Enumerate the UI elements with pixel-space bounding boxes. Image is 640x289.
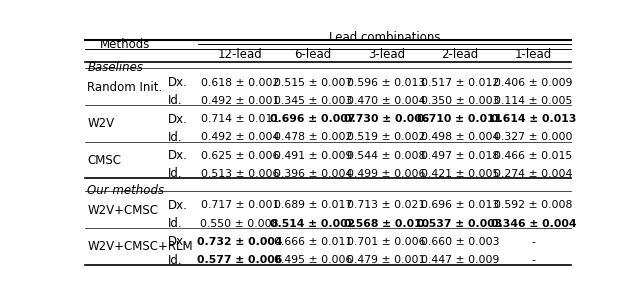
Text: 0.345 ± 0.003: 0.345 ± 0.003	[274, 96, 352, 106]
Text: Id.: Id.	[168, 131, 183, 144]
Text: -: -	[531, 237, 535, 247]
Text: 0.550 ± 0.008: 0.550 ± 0.008	[200, 219, 279, 229]
Text: 0.568 ± 0.010: 0.568 ± 0.010	[344, 219, 429, 229]
Text: 0.513 ± 0.006: 0.513 ± 0.006	[200, 169, 279, 179]
Text: Dx.: Dx.	[168, 76, 188, 89]
Text: 0.327 ± 0.000: 0.327 ± 0.000	[494, 132, 573, 142]
Text: 0.478 ± 0.002: 0.478 ± 0.002	[274, 132, 352, 142]
Text: 0.491 ± 0.009: 0.491 ± 0.009	[274, 151, 352, 161]
Text: W2V+CMSC: W2V+CMSC	[88, 203, 159, 216]
Text: Random Init.: Random Init.	[88, 81, 163, 94]
Text: 0.625 ± 0.006: 0.625 ± 0.006	[200, 151, 279, 161]
Text: 0.514 ± 0.002: 0.514 ± 0.002	[271, 219, 356, 229]
Text: 0.618 ± 0.002: 0.618 ± 0.002	[200, 78, 279, 88]
Text: 0.479 ± 0.001: 0.479 ± 0.001	[348, 255, 426, 265]
Text: 0.660 ± 0.003: 0.660 ± 0.003	[420, 237, 499, 247]
Text: 0.614 ± 0.013: 0.614 ± 0.013	[491, 114, 576, 124]
Text: 0.696 ± 0.013: 0.696 ± 0.013	[421, 201, 499, 210]
Text: 0.710 ± 0.011: 0.710 ± 0.011	[417, 114, 502, 124]
Text: Baselines: Baselines	[88, 61, 143, 74]
Text: 0.497 ± 0.018: 0.497 ± 0.018	[421, 151, 499, 161]
Text: 0.274 ± 0.004: 0.274 ± 0.004	[494, 169, 573, 179]
Text: Dx.: Dx.	[168, 236, 188, 249]
Text: 0.517 ± 0.012: 0.517 ± 0.012	[421, 78, 499, 88]
Text: 2-lead: 2-lead	[442, 48, 479, 61]
Text: 0.701 ± 0.006: 0.701 ± 0.006	[348, 237, 426, 247]
Text: Methods: Methods	[99, 38, 150, 51]
Text: 0.596 ± 0.013: 0.596 ± 0.013	[348, 78, 426, 88]
Text: 0.537 ± 0.003: 0.537 ± 0.003	[417, 219, 502, 229]
Text: 0.466 ± 0.015: 0.466 ± 0.015	[494, 151, 572, 161]
Text: 0.470 ± 0.004: 0.470 ± 0.004	[348, 96, 426, 106]
Text: 0.592 ± 0.008: 0.592 ± 0.008	[494, 201, 573, 210]
Text: 0.498 ± 0.004: 0.498 ± 0.004	[420, 132, 499, 142]
Text: 0.499 ± 0.006: 0.499 ± 0.006	[348, 169, 426, 179]
Text: 0.577 ± 0.006: 0.577 ± 0.006	[197, 255, 282, 265]
Text: 0.346 ± 0.004: 0.346 ± 0.004	[491, 219, 576, 229]
Text: 0.717 ± 0.001: 0.717 ± 0.001	[200, 201, 279, 210]
Text: CMSC: CMSC	[88, 154, 122, 167]
Text: 0.396 ± 0.004: 0.396 ± 0.004	[274, 169, 352, 179]
Text: 12-lead: 12-lead	[218, 48, 262, 61]
Text: 0.730 ± 0.006: 0.730 ± 0.006	[344, 114, 429, 124]
Text: 0.713 ± 0.021: 0.713 ± 0.021	[348, 201, 426, 210]
Text: 0.696 ± 0.007: 0.696 ± 0.007	[271, 114, 356, 124]
Text: 0.492 ± 0.004: 0.492 ± 0.004	[200, 132, 279, 142]
Text: Dx.: Dx.	[168, 199, 188, 212]
Text: Our methods: Our methods	[88, 184, 164, 197]
Text: 0.544 ± 0.008: 0.544 ± 0.008	[348, 151, 426, 161]
Text: Dx.: Dx.	[168, 149, 188, 162]
Text: 0.350 ± 0.003: 0.350 ± 0.003	[420, 96, 499, 106]
Text: 0.492 ± 0.001: 0.492 ± 0.001	[200, 96, 279, 106]
Text: 0.519 ± 0.002: 0.519 ± 0.002	[348, 132, 426, 142]
Text: 0.421 ± 0.005: 0.421 ± 0.005	[420, 169, 499, 179]
Text: W2V: W2V	[88, 117, 115, 130]
Text: 0.732 ± 0.004: 0.732 ± 0.004	[197, 237, 282, 247]
Text: 6-lead: 6-lead	[294, 48, 332, 61]
Text: Dx.: Dx.	[168, 113, 188, 126]
Text: 0.666 ± 0.011: 0.666 ± 0.011	[274, 237, 352, 247]
Text: Id.: Id.	[168, 167, 183, 180]
Text: Lead combinations: Lead combinations	[329, 31, 440, 44]
Text: W2V+CMSC+RLM: W2V+CMSC+RLM	[88, 240, 193, 253]
Text: 1-lead: 1-lead	[515, 48, 552, 61]
Text: Id.: Id.	[168, 254, 183, 267]
Text: 0.406 ± 0.009: 0.406 ± 0.009	[494, 78, 573, 88]
Text: 0.515 ± 0.007: 0.515 ± 0.007	[274, 78, 352, 88]
Text: 0.689 ± 0.017: 0.689 ± 0.017	[274, 201, 352, 210]
Text: Id.: Id.	[168, 217, 183, 230]
Text: 3-lead: 3-lead	[368, 48, 405, 61]
Text: Id.: Id.	[168, 95, 183, 108]
Text: 0.114 ± 0.005: 0.114 ± 0.005	[494, 96, 573, 106]
Text: 0.495 ± 0.006: 0.495 ± 0.006	[274, 255, 352, 265]
Text: -: -	[531, 255, 535, 265]
Text: 0.714 ± 0.011: 0.714 ± 0.011	[200, 114, 279, 124]
Text: 0.447 ± 0.009: 0.447 ± 0.009	[420, 255, 499, 265]
